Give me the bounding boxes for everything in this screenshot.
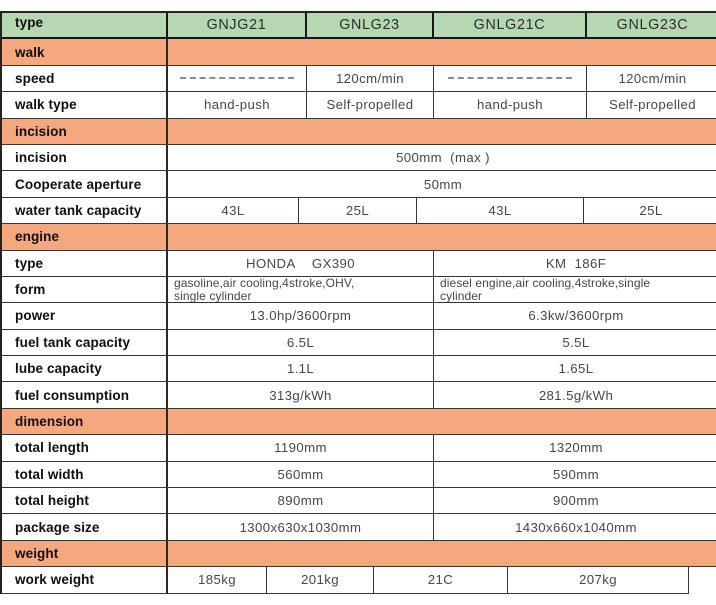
row-label-fuel-tank-capacity: fuel tank capacity: [2, 329, 168, 356]
value-cell: 207kg: [508, 567, 689, 594]
row-label-form: form: [2, 276, 168, 303]
section-band: [168, 541, 716, 566]
section-row-walk: walk: [2, 39, 716, 66]
value-cell: gasoline,air cooling,4stroke,OHV, single…: [168, 276, 434, 303]
value-cell: 43L: [417, 197, 584, 224]
row-label-fuel-consumption: fuel consumption: [2, 382, 168, 408]
row-label-weight: weight: [2, 540, 168, 567]
data-row-total-length: total length 1190mm 1320mm: [2, 435, 716, 462]
value-cell: hand-push: [434, 92, 587, 118]
data-row-power: power 13.0hp/3600rpm 6.3kw/3600rpm: [2, 303, 716, 330]
data-row-lube-capacity: lube capacity 1.1L 1.65L: [2, 356, 716, 383]
value-cell: 25L: [299, 197, 417, 224]
value-cell: 313g/kWh: [168, 382, 434, 408]
row-label-water-tank-capacity: water tank capacity: [2, 197, 168, 224]
value-cell: 1.1L: [168, 356, 434, 382]
data-row-form: form gasoline,air cooling,4stroke,OHV, si…: [2, 276, 716, 304]
value-cell: 560mm: [168, 461, 434, 488]
column-header: GNLG21C: [434, 13, 587, 38]
row-label-total-width: total width: [2, 461, 168, 488]
row-end-gap: [689, 567, 716, 594]
value-cell: hand-push: [168, 92, 307, 118]
data-row-incision: incision 500mm (max ): [2, 144, 716, 172]
value-cell: 6.3kw/3600rpm: [528, 308, 624, 324]
value-cell: HONDA GX390: [168, 250, 434, 276]
data-row-total-height: total height 890mm 900mm: [2, 488, 716, 515]
value-cell: 21C: [374, 567, 508, 594]
row-label-total-length: total length: [2, 435, 168, 461]
value-cell: 201kg: [267, 567, 374, 594]
section-band: [168, 224, 716, 249]
column-header: GNLG23C: [616, 17, 689, 34]
row-label-cooperate-aperture: Cooperate aperture: [2, 171, 168, 197]
value-cell: 500mm (max ): [396, 150, 490, 166]
data-row-walk-type: walk type hand-push Self-propelled hand-pus…: [2, 92, 716, 119]
value-cell: 25L: [639, 202, 663, 218]
row-label-walk: walk: [2, 39, 168, 65]
row-label-lube-capacity: lube capacity: [2, 356, 168, 382]
section-row-weight: weight: [2, 540, 716, 568]
section-band: [168, 409, 716, 434]
data-row-type: type HONDA GX390 KM 186F: [2, 250, 716, 277]
column-header: GNJG21: [168, 13, 307, 38]
row-label-type: type: [2, 250, 168, 276]
row-label-incision: incision: [2, 118, 168, 144]
row-label-package-size: package size: [2, 514, 168, 540]
value-cell: 50mm: [423, 176, 463, 192]
value-cell: Self-propelled: [609, 97, 696, 113]
header-row: type GNJG21 GNLG23 GNLG21C GNLG23C: [2, 13, 716, 40]
row-label-walk-type: walk type: [2, 92, 168, 118]
section-band: [168, 39, 716, 64]
row-label-work-weight: work weight: [2, 567, 168, 594]
dash-placeholder: [447, 77, 573, 80]
section-row-incision: incision: [2, 118, 716, 145]
data-row-fuel-tank-capacity: fuel tank capacity 6.5L 5.5L: [2, 329, 716, 357]
row-label-total-height: total height: [2, 488, 168, 514]
value-cell: Self-propelled: [307, 92, 434, 118]
value-cell: 1190mm: [168, 435, 434, 461]
value-cell: 120cm/min: [307, 65, 434, 92]
value-cell: KM 186F: [545, 255, 607, 271]
row-label-dimension: dimension: [2, 408, 168, 435]
data-row-cooperate-aperture: Cooperate aperture 50mm: [2, 171, 716, 198]
dash-placeholder: [180, 77, 294, 80]
value-cell: 1320mm: [549, 440, 603, 456]
value-cell: 120cm/min: [618, 70, 687, 86]
value-cell: 13.0hp/3600rpm: [168, 303, 434, 329]
value-cell: 185kg: [168, 567, 267, 594]
data-row-fuel-consumption: fuel consumption 313g/kWh 281.5g/kWh: [2, 382, 716, 409]
section-row-dimension: dimension: [2, 408, 716, 436]
section-band: [168, 119, 716, 144]
value-cell: 5.5L: [562, 334, 590, 350]
row-label-speed: speed: [2, 65, 168, 92]
value-cell: 1.65L: [558, 361, 594, 377]
row-label-power: power: [2, 303, 168, 329]
data-row-water-tank-capacity: water tank capacity 43L 25L 43L 25L: [2, 197, 716, 225]
value-cell: 281.5g/kWh: [538, 387, 614, 403]
value-cell: 1300x630x1030mm: [168, 514, 434, 540]
data-row-speed: speed 120cm/min 120cm/min: [2, 65, 716, 93]
row-label-type: type: [2, 13, 168, 38]
value-cell: 43L: [168, 197, 299, 224]
spec-table: type GNJG21 GNLG23 GNLG21C GNLG23C walk speed 1…: [0, 11, 716, 594]
section-row-engine: engine: [2, 224, 716, 251]
value-cell: [434, 65, 587, 92]
value-cell: [168, 65, 307, 92]
value-cell: 1430x660x1040mm: [515, 519, 637, 535]
value-cell: diesel engine,air cooling,4stroke,single…: [440, 276, 651, 303]
data-row-total-width: total width 560mm 590mm: [2, 461, 716, 489]
column-header: GNLG23: [307, 13, 434, 38]
value-cell: 590mm: [553, 466, 599, 482]
row-label-incision: incision: [2, 144, 168, 171]
value-cell: 6.5L: [168, 329, 434, 356]
row-label-engine: engine: [2, 224, 168, 250]
data-row-work-weight: work weight 185kg 201kg 21C 207kg: [2, 567, 716, 594]
value-cell: 900mm: [553, 493, 599, 509]
data-row-package-size: package size 1300x630x1030mm 1430x660x1040…: [2, 514, 716, 541]
value-cell: 890mm: [168, 488, 434, 514]
